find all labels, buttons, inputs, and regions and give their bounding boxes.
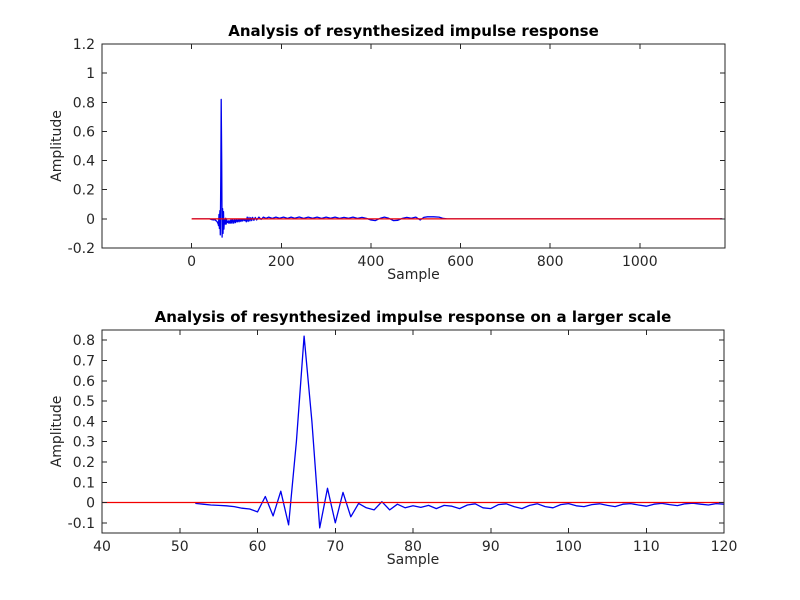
x-tick-label: 800 — [537, 254, 564, 270]
y-tick-label: 0.4 — [73, 154, 95, 170]
y-tick-label: 0.6 — [73, 374, 95, 390]
x-tick-label: 0 — [187, 254, 196, 270]
bottom-chart: 40 50 60 70 80 90 100 110 120 -0.1 0 0.1 0.2 0.3 0.4 0.… — [68, 329, 738, 555]
x-tick-label: 40 — [93, 539, 111, 555]
y-tick-label: 0 — [86, 212, 95, 228]
y-tick-label: 0.1 — [73, 475, 95, 491]
top-chart-x-axis-label: Sample — [387, 267, 440, 283]
top-chart-y-axis-label: Amplitude — [49, 110, 65, 182]
series-resynthesized-impulse-response — [192, 98, 723, 238]
y-tick-label: 0.2 — [73, 183, 95, 199]
x-tick-label: 110 — [633, 539, 660, 555]
y-tick-label: 1 — [86, 66, 95, 82]
x-tick-label: 1000 — [622, 254, 658, 270]
bottom-chart-x-axis-label: Sample — [386, 552, 440, 568]
y-tick-label: 1.2 — [73, 37, 95, 53]
y-tick-label: 0.8 — [73, 333, 95, 349]
x-tick-label: 400 — [358, 254, 385, 270]
x-tick-label: 70 — [326, 539, 344, 555]
x-tick-label: 60 — [249, 539, 267, 555]
y-tick-label: -0.1 — [68, 516, 95, 532]
y-tick-label: 0.4 — [73, 414, 95, 430]
y-tick-label: 0.8 — [73, 95, 95, 111]
y-tick-label: 0.3 — [73, 435, 95, 451]
x-tick-label: 100 — [555, 539, 582, 555]
y-tick-label: -0.2 — [68, 241, 95, 257]
x-tick-label: 200 — [268, 254, 295, 270]
y-tick-label: 0.5 — [73, 394, 95, 410]
y-tick-label: 0.6 — [73, 124, 95, 140]
x-tick-label: 600 — [447, 254, 474, 270]
y-tick-label: 0 — [86, 496, 95, 512]
top-chart: 0 200 400 600 800 1000 -0.2 0 0.2 0.4 0.6 0.8 1 1.2 — [68, 37, 726, 270]
y-tick-label: 0.7 — [73, 353, 95, 369]
top-chart-title: Analysis of resynthesized impulse respon… — [228, 22, 599, 40]
axes-box — [101, 43, 726, 249]
bottom-chart-y-axis-label: Amplitude — [49, 395, 65, 468]
bottom-chart-title: Analysis of resynthesized impulse respon… — [154, 308, 672, 326]
x-tick-label: 80 — [404, 539, 422, 555]
x-tick-label: 120 — [711, 539, 738, 555]
x-tick-label: 50 — [171, 539, 189, 555]
y-tick-label: 0.2 — [73, 455, 95, 471]
series-resynthesized-impulse-response-zoomed — [195, 335, 725, 529]
x-tick-label: 90 — [482, 539, 500, 555]
